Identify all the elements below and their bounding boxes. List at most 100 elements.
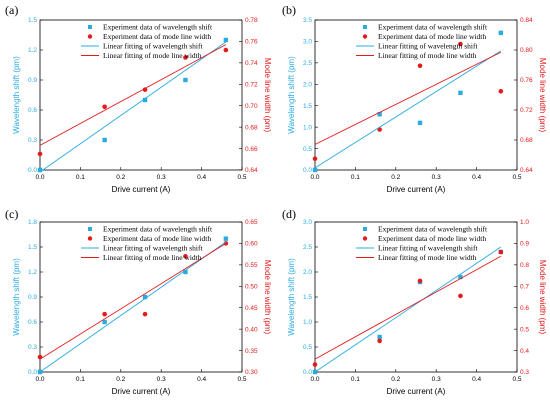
y-left-tick-label: 0.9: [28, 294, 37, 301]
point-linewidth: [377, 338, 382, 344]
legend-entry: Experiment data of mode line width: [103, 234, 211, 243]
y-right-tick-label: 1.0: [520, 219, 529, 226]
fit-line-wavelength: [39, 241, 227, 373]
y-right-tick-label: 0.72: [245, 81, 258, 88]
panel-c: (c) 0.0 0.1 0.2 0.3 0.4 0.5 Drive current (A) 0.…: [5, 207, 272, 396]
y-left-tick-label: 2.5: [303, 244, 312, 251]
fit-line-linewidth: [39, 243, 227, 360]
point-linewidth: [498, 88, 504, 94]
point-wavelength: [377, 112, 382, 117]
x-tick-label: 0.4: [472, 174, 481, 181]
fit-line-wavelength: [39, 41, 227, 173]
x-axis-label: Drive current (A): [112, 387, 171, 396]
y-right-tick-label: 0.76: [245, 39, 258, 46]
y-left-tick-label: 1.0: [303, 124, 312, 131]
point-wavelength: [142, 97, 148, 103]
x-tick-label: 0.0: [35, 174, 44, 181]
x-axis-label: Drive current (A): [112, 185, 171, 194]
y-left-tick-label: 2.0: [303, 81, 312, 88]
y-left-axis-label: Wavelength shift (pm): [287, 258, 296, 336]
y-right-tick-label: 0.60: [245, 241, 258, 248]
y-left-tick-label: 3.0: [303, 219, 312, 226]
x-tick-label: 0.3: [432, 174, 441, 181]
y-right-tick-label: 0.72: [520, 107, 533, 114]
point-wavelength: [417, 120, 423, 126]
x-tick-label: 0.1: [76, 376, 85, 383]
x-tick-label: 0.1: [351, 376, 360, 383]
x-tick-label: 0.2: [116, 174, 125, 181]
y-right-tick-label: 0.3: [520, 369, 529, 376]
point-wavelength: [458, 274, 463, 280]
x-tick-label: 0.3: [432, 376, 441, 383]
point-linewidth: [312, 156, 318, 162]
y-left-tick-label: 0.9: [28, 77, 37, 84]
fit-line-linewidth: [39, 44, 227, 146]
y-left-tick-label: 1.2: [28, 47, 37, 54]
x-tick-label: 0.2: [391, 174, 400, 181]
panel-d: (d) 0.0 0.1 0.2 0.3 0.4 0.5 Drive current (A) 0.…: [282, 207, 547, 396]
point-linewidth: [458, 293, 463, 299]
point-linewidth: [142, 87, 148, 92]
legend-entry: Linear fitting of mode line width: [378, 253, 477, 262]
panel-label: (a): [5, 3, 18, 17]
x-tick-label: 0.5: [512, 174, 521, 181]
y-left-tick-label: 1.5: [28, 17, 37, 24]
y-right-tick-label: 0.70: [245, 103, 258, 110]
panel-a: (a) 0.0 0.1 0.2 0.3 0.4 0.5 Drive current (A) 0.…: [5, 3, 272, 194]
y-right-tick-label: 0.78: [245, 17, 258, 24]
fit-line-wavelength: [314, 50, 502, 169]
panel-label: (b): [282, 3, 296, 17]
point-wavelength: [312, 167, 318, 173]
y-right-axis-label: Mode line width (pm): [538, 58, 547, 133]
y-right-tick-label: 0.64: [245, 167, 258, 174]
legend-entry: Linear fitting of wavelength shift: [378, 244, 478, 253]
x-tick-label: 0.0: [310, 376, 319, 383]
x-tick-label: 0.2: [116, 376, 125, 383]
legend-entry: Linear fitting of wavelength shift: [103, 244, 203, 253]
y-left-axis-label: Wavelength shift (pm): [12, 56, 21, 134]
legend-marker-circle: [362, 236, 368, 241]
y-right-tick-label: 0.40: [245, 326, 258, 333]
x-tick-label: 0.4: [472, 376, 481, 383]
x-tick-label: 0.2: [391, 376, 400, 383]
y-left-tick-label: 1.8: [28, 219, 37, 226]
y-right-tick-label: 0.45: [245, 305, 258, 312]
x-tick-label: 0.3: [157, 376, 166, 383]
y-left-tick-label: 1.0: [303, 319, 312, 326]
y-right-tick-label: 0.68: [520, 137, 533, 144]
y-left-tick-label: 1.5: [28, 244, 37, 251]
point-linewidth: [183, 55, 188, 60]
point-wavelength: [102, 319, 107, 325]
y-right-tick-label: 0.9: [520, 241, 529, 248]
y-right-tick-label: 0.84: [520, 17, 533, 24]
point-linewidth: [183, 253, 188, 259]
x-tick-label: 0.4: [197, 376, 206, 383]
y-left-tick-label: 0.6: [28, 319, 37, 326]
legend-entry: Experiment data of wavelength shift: [103, 225, 213, 234]
legend-entry: Experiment data of wavelength shift: [378, 23, 488, 32]
y-right-tick-label: 0.80: [520, 47, 533, 54]
point-wavelength: [223, 236, 229, 241]
x-tick-label: 0.1: [76, 174, 85, 181]
y-left-tick-label: 0.3: [28, 344, 37, 351]
legend-entry: Experiment data of wavelength shift: [103, 23, 213, 32]
point-wavelength: [183, 269, 188, 275]
legend-entry: Linear fitting of mode line width: [378, 51, 477, 60]
y-left-tick-label: 2.0: [303, 269, 312, 276]
legend-entry: Experiment data of mode line width: [378, 32, 486, 41]
x-axis-label: Drive current (A): [387, 185, 446, 194]
x-tick-label: 0.0: [310, 174, 319, 181]
legend-marker-circle: [87, 34, 93, 39]
legend-entry: Experiment data of mode line width: [103, 32, 211, 41]
point-linewidth: [312, 362, 318, 367]
legend-marker-square: [363, 25, 367, 29]
y-left-tick-label: 1.2: [28, 269, 37, 276]
y-left-axis-label: Wavelength shift (pm): [12, 258, 21, 336]
y-right-axis-label: Mode line width (pm): [538, 260, 547, 335]
legend-entry: Linear fitting of mode line width: [103, 51, 202, 60]
point-wavelength: [498, 30, 504, 36]
y-right-tick-label: 0.68: [245, 124, 258, 131]
legend-entry: Linear fitting of wavelength shift: [103, 42, 203, 51]
legend-marker-circle: [362, 34, 368, 39]
